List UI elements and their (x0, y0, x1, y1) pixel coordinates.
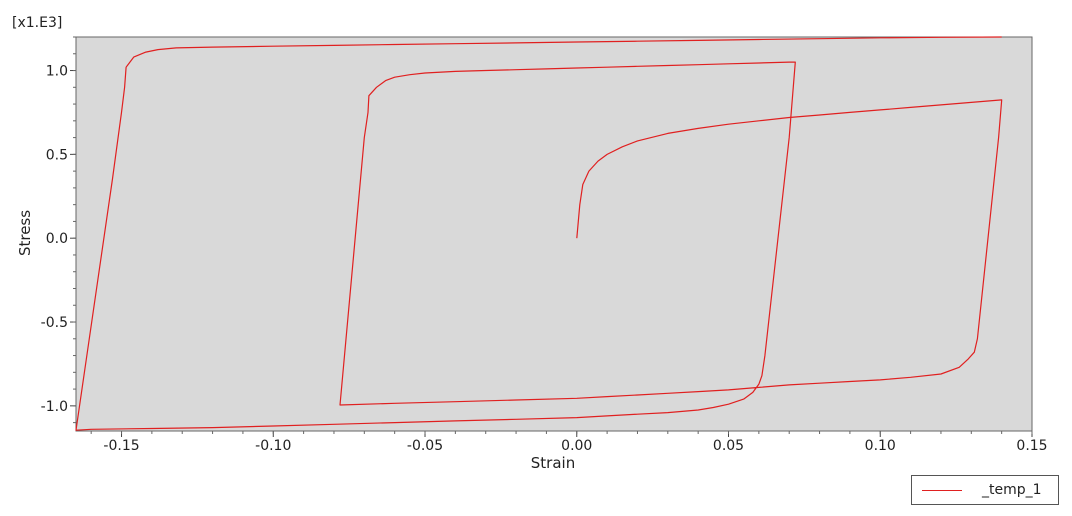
y-tick-label: 0.5 (46, 147, 68, 163)
x-tick-label: 0.15 (1016, 438, 1047, 454)
y-axis-title: Stress (16, 210, 34, 256)
x-tick-label: -0.15 (103, 438, 139, 454)
legend-series-label: _temp_1 (982, 482, 1042, 498)
x-tick-label: 0.00 (561, 438, 592, 454)
x-tick-label: 0.10 (865, 438, 896, 454)
y-tick-label: -1.0 (41, 399, 68, 415)
x-tick-label: 0.05 (713, 438, 744, 454)
y-tick-label: -0.5 (41, 315, 68, 331)
y-tick-label: 0.0 (46, 231, 68, 247)
plot-area (75, 36, 1033, 432)
legend: _temp_1 (911, 475, 1059, 505)
x-tick-label: -0.05 (407, 438, 443, 454)
y-tick-label: 1.0 (46, 64, 68, 80)
y-axis-multiplier: [x1.E3] (12, 15, 62, 31)
x-tick-label: -0.10 (255, 438, 291, 454)
x-axis-title: Strain (531, 454, 575, 472)
series-line (75, 36, 1003, 431)
legend-series-swatch (922, 489, 962, 491)
